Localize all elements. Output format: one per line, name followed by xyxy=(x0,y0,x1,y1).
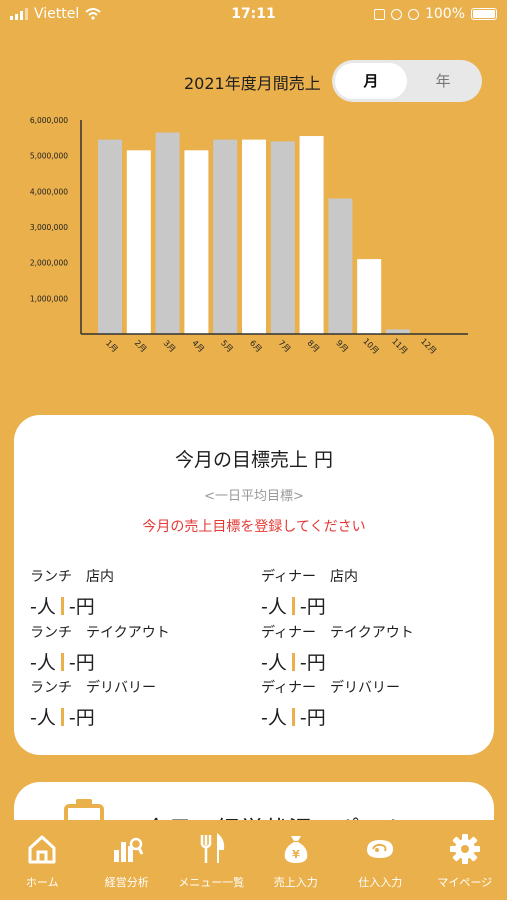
separator xyxy=(60,707,64,726)
separator xyxy=(291,652,295,671)
meat-icon xyxy=(367,840,394,858)
metric-yen: -円 xyxy=(299,707,326,729)
tab-menu-list[interactable]: メニュー一覧 xyxy=(169,820,254,900)
monthly-target-title: 今月の目標売上 円 xyxy=(174,449,334,471)
y-tick-label: 4,000,000 xyxy=(30,187,68,196)
bar-11月 xyxy=(386,329,410,334)
separator xyxy=(291,707,295,726)
carrier-name: Viettel xyxy=(34,6,80,22)
metric-label: ディナー テイクアウト xyxy=(261,625,414,641)
y-tick-label: 3,000,000 xyxy=(30,223,68,232)
bar-6月 xyxy=(242,139,266,334)
metric-lunch-delivery: ランチ デリバリー -人 -円 xyxy=(30,677,156,730)
x-tick-label: 7月 xyxy=(277,338,293,354)
analytics-icon xyxy=(113,837,144,862)
bottom-tab-bar: ホーム 経営分析 メニュー一覧 ¥ 売上入力 仕入入力 xyxy=(0,820,507,900)
metric-people: -人 xyxy=(261,707,287,729)
money-bag-icon: ¥ xyxy=(284,836,308,863)
metric-dinner-delivery: ディナー デリバリー -人 -円 xyxy=(261,677,400,730)
x-tick-label: 5月 xyxy=(219,338,235,354)
register-target-link[interactable]: 今月の売上目標を登録してください xyxy=(142,519,366,535)
separator xyxy=(291,596,295,615)
svg-text:¥: ¥ xyxy=(292,848,300,861)
tab-my-page[interactable]: マイページ xyxy=(423,820,507,900)
metric-lunch-takeout: ランチ テイクアウト -人 -円 xyxy=(30,622,170,675)
gear-icon xyxy=(449,834,480,864)
battery-icon xyxy=(471,8,497,20)
cutlery-icon xyxy=(201,832,225,863)
toggle-month-button[interactable]: 月 xyxy=(335,63,407,99)
toggle-year-button[interactable]: 年 xyxy=(435,72,451,90)
tab-label: メニュー一覧 xyxy=(178,876,245,889)
metric-people: -人 xyxy=(30,652,56,674)
tab-label: ホーム xyxy=(25,876,59,889)
x-tick-label: 2月 xyxy=(133,338,149,354)
metric-yen: -円 xyxy=(299,652,326,674)
signal-icon xyxy=(10,8,28,20)
metric-label: ランチ テイクアウト xyxy=(30,625,170,641)
alarm-icon xyxy=(407,8,419,20)
monthly-sales-chart: 1,000,000 2,000,000 3,000,000 4,000,000 5,00… xyxy=(30,116,468,356)
x-tick-label: 11月 xyxy=(390,337,409,356)
y-tick-label: 6,000,000 xyxy=(30,116,68,125)
metric-yen: -円 xyxy=(68,596,95,618)
metric-dinner-dine-in: ディナー 店内 -人 -円 xyxy=(261,566,358,619)
metric-label: ディナー デリバリー xyxy=(261,680,401,696)
x-tick-label: 8月 xyxy=(306,338,322,354)
x-tick-label: 9月 xyxy=(334,338,350,354)
x-tick-label: 10月 xyxy=(361,337,380,356)
separator xyxy=(60,596,64,615)
daily-average-subtitle: <一日平均目標> xyxy=(204,489,304,504)
metric-people: -人 xyxy=(30,707,56,729)
tab-sales-input[interactable]: ¥ 売上入力 xyxy=(254,820,339,900)
x-tick-label: 6月 xyxy=(248,338,264,354)
metric-label: ランチ 店内 xyxy=(30,569,114,585)
bar-8月 xyxy=(299,136,324,334)
tab-label: 売上入力 xyxy=(273,876,318,889)
x-tick-label: 3月 xyxy=(162,338,178,354)
y-tick-label: 1,000,000 xyxy=(30,294,68,303)
bar-2月 xyxy=(126,150,151,334)
rotation-lock-icon xyxy=(390,8,402,20)
wifi-icon xyxy=(85,8,101,20)
metric-label: ランチ デリバリー xyxy=(30,680,156,696)
x-tick-label: 1月 xyxy=(104,338,120,354)
metric-lunch-dine-in: ランチ 店内 -人 -円 xyxy=(30,566,114,619)
y-tick-label: 5,000,000 xyxy=(30,152,68,161)
tab-purchase-input[interactable]: 仕入入力 xyxy=(338,820,423,900)
bar-3月 xyxy=(155,132,180,334)
tab-home[interactable]: ホーム xyxy=(0,820,85,900)
metric-people: -人 xyxy=(261,652,287,674)
metric-people: -人 xyxy=(261,596,287,618)
lock-icon xyxy=(373,8,385,20)
clock: 17:11 xyxy=(231,6,276,22)
battery-percent: 100% xyxy=(424,6,465,22)
x-tick-label: 12月 xyxy=(419,337,438,356)
bar-10月 xyxy=(357,259,382,334)
status-bar: Viettel 17:11 100% xyxy=(0,0,507,30)
bar-9月 xyxy=(328,198,353,334)
metric-dinner-takeout: ディナー テイクアウト -人 -円 xyxy=(261,622,414,675)
metric-yen: -円 xyxy=(299,596,326,618)
bar-5月 xyxy=(213,139,238,334)
metric-yen: -円 xyxy=(68,652,95,674)
chart-title: 2021年度月間売上 xyxy=(184,74,321,93)
bar-7月 xyxy=(270,141,295,334)
separator xyxy=(60,652,64,671)
period-toggle: 月 年 xyxy=(332,60,482,102)
x-tick-label: 4月 xyxy=(190,338,206,354)
bar-1月 xyxy=(98,139,122,334)
metric-people: -人 xyxy=(30,596,56,618)
tab-label: マイページ xyxy=(437,876,493,889)
metric-yen: -円 xyxy=(68,707,95,729)
y-tick-label: 2,000,000 xyxy=(30,259,68,268)
bar-4月 xyxy=(184,150,209,334)
monthly-target-card: 今月の目標売上 円 <一日平均目標> 今月の売上目標を登録してください ランチ … xyxy=(14,415,494,755)
tab-analytics[interactable]: 経営分析 xyxy=(85,820,170,900)
home-icon xyxy=(28,835,56,864)
metric-label: ディナー 店内 xyxy=(261,569,359,585)
tab-label: 仕入入力 xyxy=(358,876,403,889)
tab-label: 経営分析 xyxy=(104,876,149,889)
